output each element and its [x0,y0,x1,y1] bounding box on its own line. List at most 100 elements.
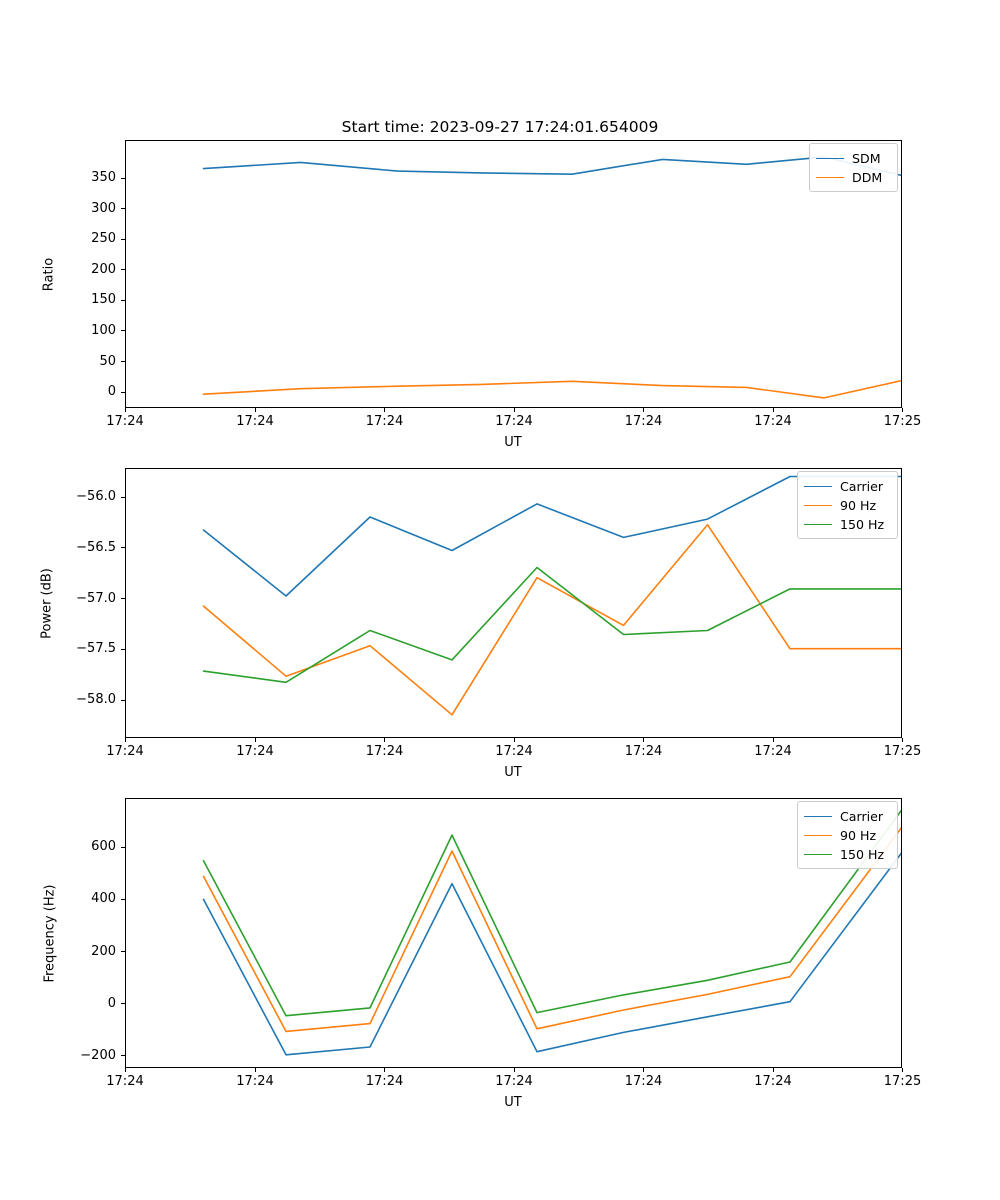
xtick-label: 17:24 [754,1074,792,1089]
ytick-mark [121,496,125,498]
series-line-150hz-power [202,566,901,684]
xtick-label: 17:24 [624,414,663,429]
page-title: Start time: 2023-09-27 17:24:01.654009 [341,118,659,136]
ytick-mark [121,846,125,848]
legend-swatch-carrier [804,816,832,817]
legend-power[interactable]: Carrier 90 Hz 150 Hz [797,471,898,539]
xtick-mark [772,738,774,742]
series-line-90hz-freq [202,827,901,1033]
xaxis-label-power: UT [504,765,522,780]
series-line-sdm [202,156,901,177]
axes-frame-ratio [125,140,902,408]
xtick-mark [772,408,774,412]
legend-label-150hz: 150 Hz [840,847,885,862]
legend-label-carrier: Carrier [840,479,884,494]
xtick-mark [902,408,904,412]
ytick-label: 350 [91,170,116,185]
xtick-label: 17:24 [365,744,404,759]
series-line-carrier-power [202,475,901,597]
legend-label-150hz: 150 Hz [840,517,885,532]
xaxis-label-ratio: UT [504,435,522,450]
ytick-label: 200 [91,261,116,277]
xtick-mark [643,738,645,742]
ytick-label: 0 [107,995,116,1011]
xtick-label: 17:24 [754,414,792,429]
legend-label-90hz: 90 Hz [840,498,877,513]
yaxis-label-frequency: Frequency (Hz) [42,884,58,983]
xtick-label: 17:24 [236,414,274,429]
ytick-label: 100 [91,322,116,338]
ytick-mark [121,951,125,953]
xtick-label: 17:24 [495,744,533,759]
legend-item-90hz[interactable]: 90 Hz [804,496,891,515]
legend-swatch-carrier [804,486,832,487]
xtick-label: 17:25 [883,744,922,759]
ytick-label: −56.0 [76,489,116,504]
xtick-mark [384,1068,386,1072]
legend-item-90hz[interactable]: 90 Hz [804,826,891,845]
xtick-mark [513,738,515,742]
ytick-mark [121,1003,125,1005]
legend-swatch-150hz [804,524,832,525]
legend-label-sdm: SDM [852,151,881,166]
legend-frequency[interactable]: Carrier 90 Hz 150 Hz [797,801,898,869]
legend-label-90hz: 90 Hz [840,828,877,843]
xtick-mark [125,1068,127,1072]
legend-swatch-150hz [804,854,832,855]
xtick-label: 17:25 [883,1074,922,1089]
ytick-mark [121,330,125,332]
xtick-label: 17:24 [365,1074,404,1089]
ytick-mark [121,269,125,271]
xtick-mark [125,738,127,742]
ytick-mark [121,361,125,363]
xtick-mark [125,408,127,412]
series-line-ddm [202,379,901,399]
xtick-mark [643,1068,645,1072]
legend-item-150hz[interactable]: 150 Hz [804,515,891,534]
ytick-mark [121,547,125,549]
xtick-label: 17:24 [106,1074,144,1089]
xtick-label: 17:24 [236,744,274,759]
ytick-label: 0 [107,384,116,399]
xtick-mark [384,738,386,742]
xtick-label: 17:24 [495,1074,533,1089]
ytick-mark [121,699,125,701]
legend-ratio[interactable]: SDM DDM [809,143,898,192]
legend-item-carrier[interactable]: Carrier [804,477,891,496]
ytick-mark [121,898,125,900]
ytick-label: 400 [91,891,116,907]
xaxis-label-frequency: UT [504,1095,522,1110]
legend-label-ddm: DDM [852,170,883,185]
ytick-label: −57.5 [76,641,116,657]
ytick-label: 50 [99,353,116,369]
xtick-label: 17:24 [754,744,792,759]
legend-item-150hz[interactable]: 150 Hz [804,845,891,864]
legend-swatch-ddm [816,177,844,178]
xtick-mark [513,408,515,412]
ytick-label: −57.0 [76,590,116,606]
axes-frame-power [125,468,902,738]
legend-label-carrier: Carrier [840,809,884,824]
xtick-label: 17:25 [883,414,922,429]
legend-item-carrier[interactable]: Carrier [804,807,891,826]
legend-item-sdm[interactable]: SDM [816,149,891,168]
ytick-mark [121,391,125,393]
xtick-mark [902,1068,904,1072]
xtick-mark [513,1068,515,1072]
ytick-mark [121,208,125,210]
legend-swatch-sdm [816,158,844,159]
xtick-label: 17:24 [365,414,404,429]
ytick-mark [121,1055,125,1057]
xtick-mark [254,1068,256,1072]
series-line-150hz-freq [202,809,901,1017]
ytick-label: 250 [91,231,116,247]
xtick-label: 17:24 [624,744,663,759]
ytick-mark [121,299,125,301]
xtick-label: 17:24 [495,414,533,429]
xtick-label: 17:24 [106,744,144,759]
legend-item-ddm[interactable]: DDM [816,168,891,187]
